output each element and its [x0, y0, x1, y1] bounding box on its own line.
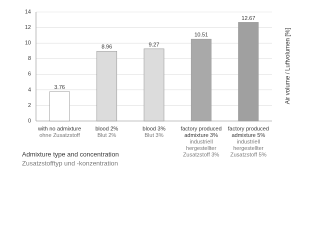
value-label: 8.96	[101, 45, 112, 51]
x-tick-label: Blut 3%	[145, 133, 164, 139]
x-tick-label: industriell	[237, 139, 260, 145]
value-label: 10.51	[194, 33, 208, 39]
x-tick-label: admixture 3%	[184, 133, 218, 139]
x-tick-label: hergestellter	[233, 146, 263, 152]
value-label: 3.76	[54, 85, 65, 91]
y-tick-label: 0	[28, 118, 31, 124]
value-label: 9.27	[149, 42, 160, 48]
x-tick-label: Zusatzstoff 3%	[183, 152, 219, 158]
value-label: 12.67	[242, 16, 256, 22]
y-axis-title: Air volume / Luftvolumen [%]	[286, 27, 292, 104]
x-tick-label: factory produced	[181, 126, 222, 132]
y-tick-label: 14	[25, 9, 31, 15]
y-tick-label: 12	[25, 25, 31, 31]
x-tick-label: admixture 5%	[232, 133, 266, 139]
bar	[238, 22, 259, 122]
x-tick-label: Blut 2%	[97, 133, 116, 139]
y-tick-label: 8	[28, 56, 31, 62]
bar	[96, 50, 118, 122]
chart: Admixture type and concentration Zusatzs…	[22, 9, 292, 168]
x-axis-subtitle: Zusatzstofftyp und -konzentration	[22, 161, 118, 168]
x-tick-label: blood 2%	[95, 126, 118, 132]
bar	[143, 48, 165, 122]
bar	[49, 91, 70, 122]
y-tick-label: 2	[28, 103, 31, 109]
x-tick-label: hergestellter	[186, 146, 216, 152]
bar	[190, 38, 212, 122]
x-tick-label: factory produced	[228, 126, 269, 132]
x-tick-label: Zusatzstoff 5%	[230, 152, 266, 158]
y-tick-label: 10	[25, 41, 31, 47]
x-tick-label: with no admixture	[37, 126, 81, 132]
x-tick-label: blood 3%	[143, 126, 166, 132]
y-tick-label: 6	[28, 72, 31, 78]
x-tick-label: industriell	[190, 139, 213, 145]
x-axis-title: Admixture type and concentration	[22, 152, 119, 159]
x-tick-label: ohne Zusatzstoff	[39, 133, 80, 139]
y-tick-label: 4	[28, 87, 31, 93]
